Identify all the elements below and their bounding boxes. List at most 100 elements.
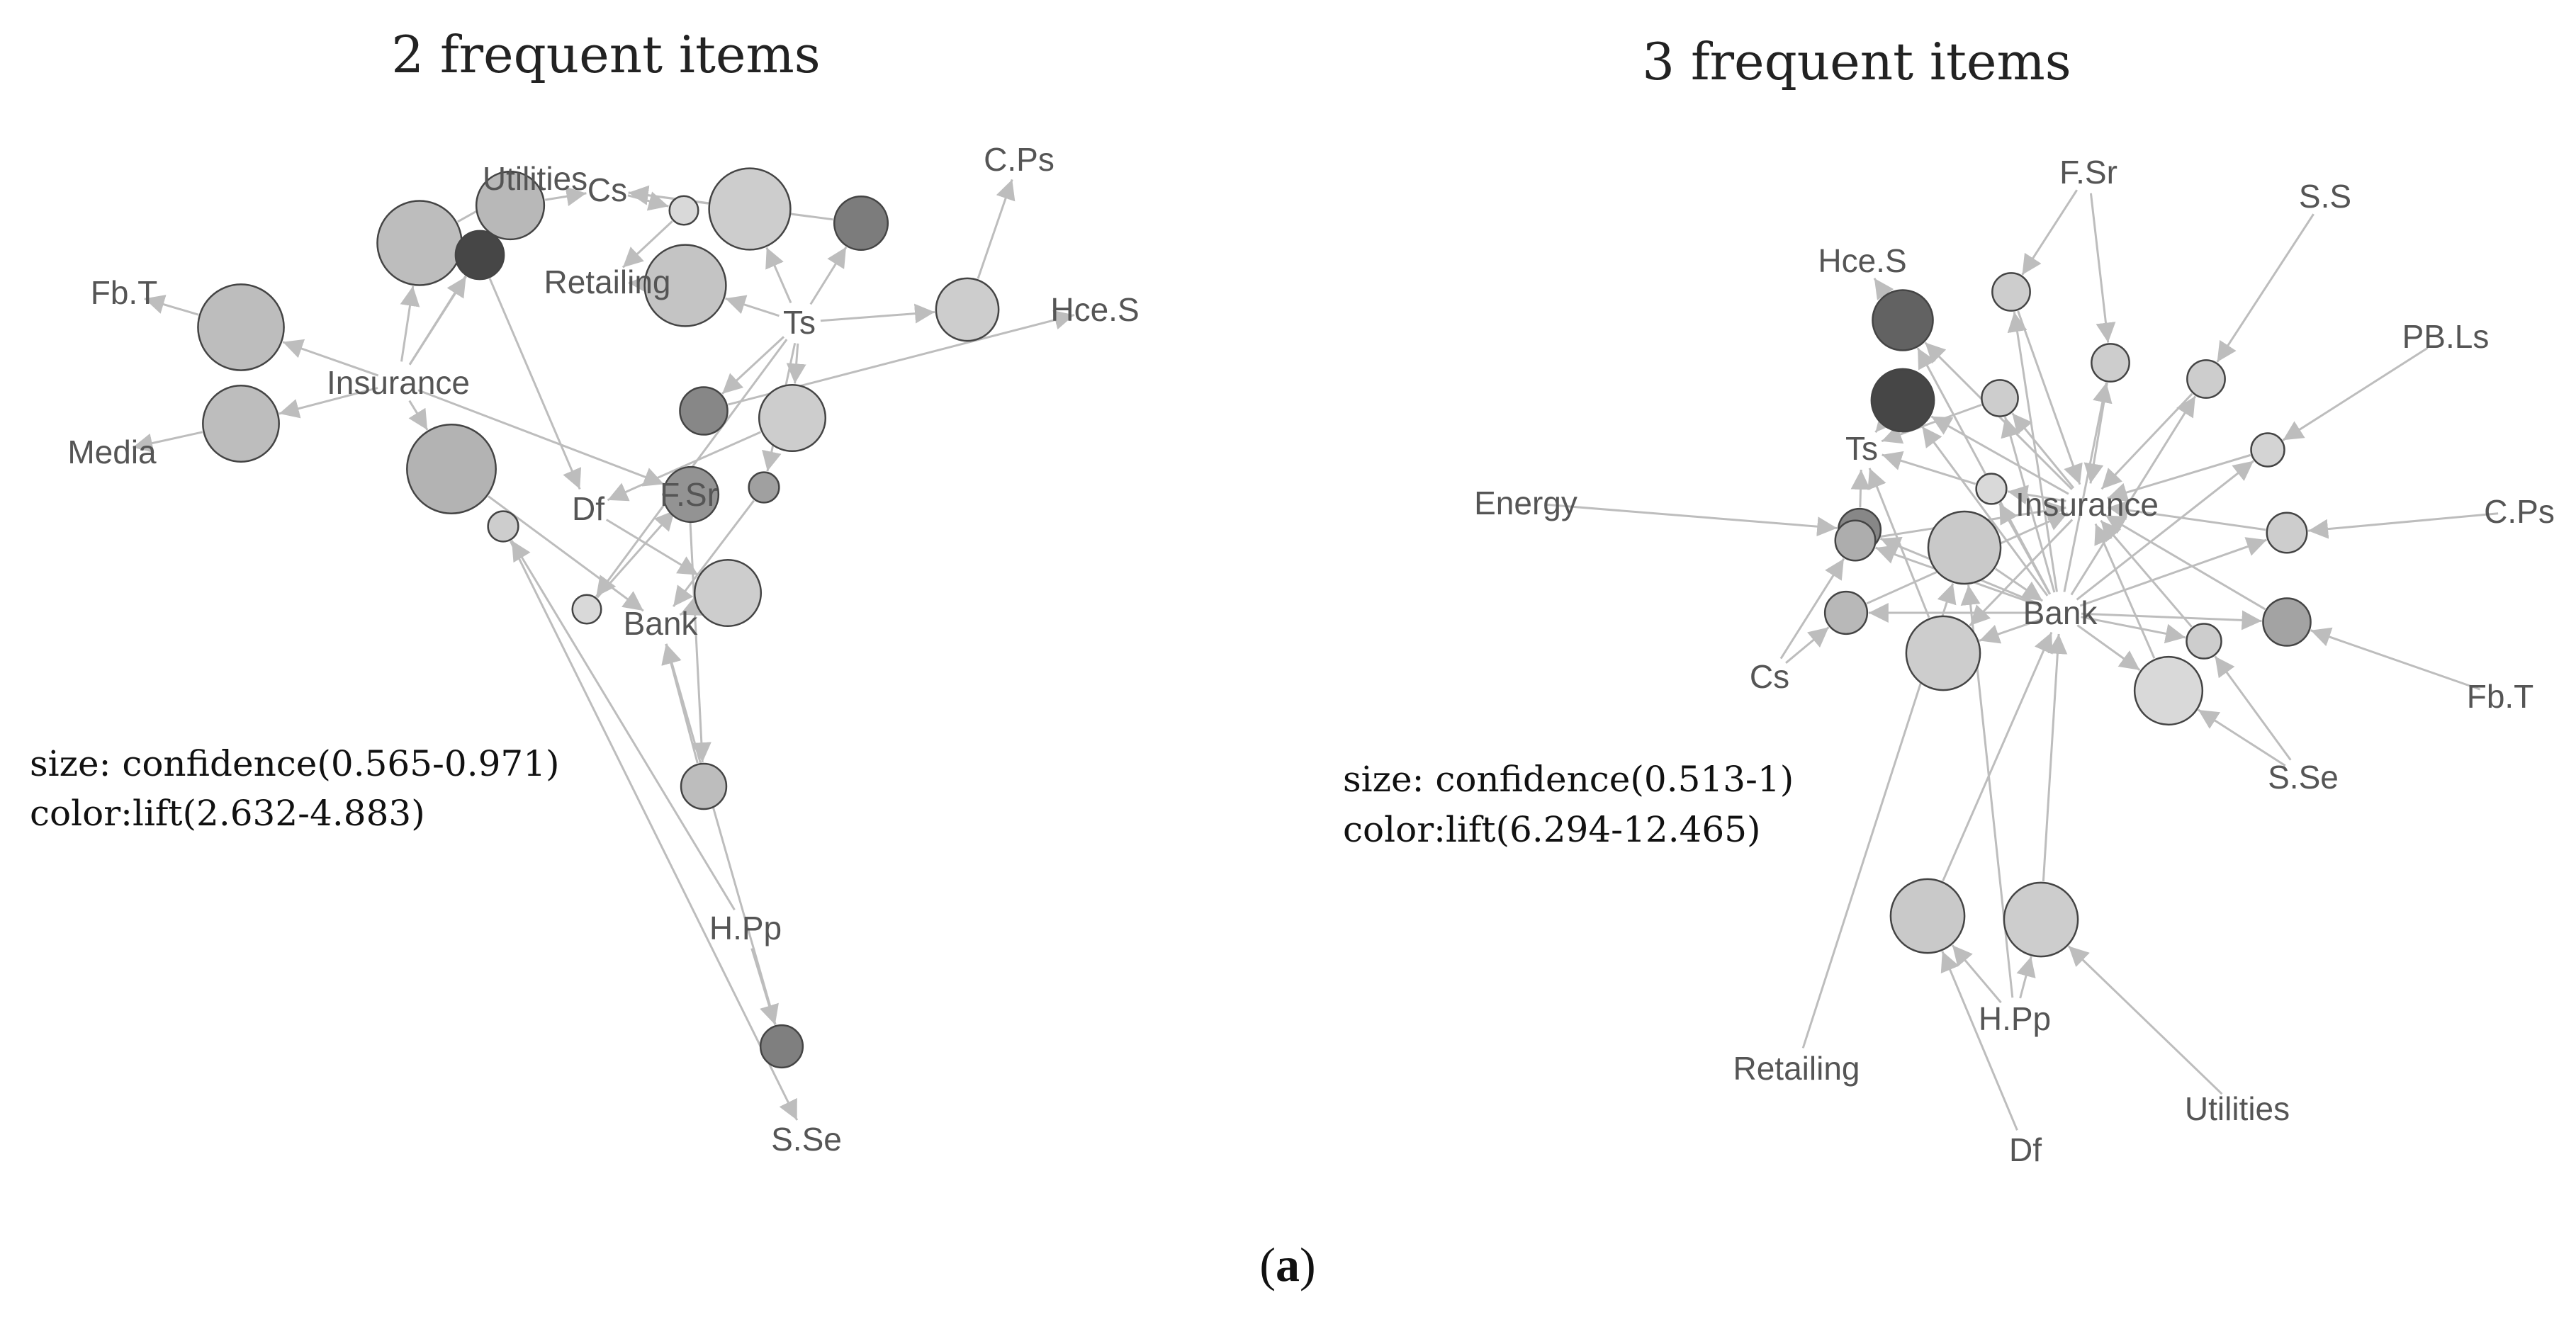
edge-rule-to-Insurance	[2100, 392, 2193, 490]
item-label-HceS: Hce.S	[1050, 291, 1139, 328]
rule-node	[758, 383, 827, 453]
edge-FSr-to-rule	[2021, 189, 2079, 276]
rule-node	[406, 424, 497, 514]
item-label-layer: F.Sr S.S Hce.S PB.Ls Ts Energy Insurance C.Ps Ba…	[1474, 154, 2555, 1168]
item-label-FbT: Fb.T	[91, 274, 158, 311]
rule-node	[1927, 510, 2002, 585]
edge-HPp-to-rule	[510, 540, 736, 911]
rule-node	[935, 277, 1000, 342]
edge-layer	[132, 179, 1075, 1121]
rule-node	[2003, 881, 2079, 958]
item-label-SSe: S.Se	[2268, 759, 2339, 796]
rule-node	[759, 1024, 804, 1069]
edge-FSr-to-rule	[689, 515, 712, 763]
edge-rule-to-Insurance	[2107, 453, 2251, 502]
edge-rule-to-Bank	[2042, 633, 2068, 882]
edge-rule-to-Ts	[1874, 410, 1896, 434]
panel-title: 2 frequent items	[391, 25, 820, 84]
edge-Bank-to-rule	[2070, 395, 2197, 596]
edge-Insurance-to-rule	[400, 286, 420, 362]
edge-CPs-to-rule	[2307, 512, 2499, 539]
edge-rule-to-Retailing	[621, 220, 673, 269]
rule-node	[1981, 379, 2019, 417]
rule-node	[2262, 597, 2312, 647]
edge-rule-to-FbT	[144, 295, 199, 316]
rule-node	[1889, 878, 1966, 954]
rule-node	[1975, 473, 2008, 505]
edge-Insurance-to-rule	[1969, 519, 2074, 627]
item-label-FbT: Fb.T	[2467, 678, 2534, 715]
edge-Bank-to-rule	[2076, 624, 2141, 672]
edge-Ts-to-rule	[765, 247, 792, 304]
edge-Bank-to-rule	[2007, 312, 2058, 592]
item-label-HceS: Hce.S	[1818, 242, 1906, 279]
edge-rule-to-Df	[488, 278, 582, 490]
edge-FbT-to-rule	[2310, 627, 2481, 691]
edge-Ts-to-rule	[725, 295, 780, 317]
edge-rule-to-Df	[607, 431, 762, 502]
rule-node	[2186, 623, 2222, 660]
item-label-Ts: Ts	[783, 304, 816, 341]
edge-rule-to-SSe	[510, 541, 799, 1121]
rule-node	[748, 471, 780, 504]
item-label-Retailing: Retailing	[544, 264, 671, 300]
edge-Insurance-to-rule	[282, 339, 379, 377]
figure-caption: (a)	[1259, 1238, 1315, 1291]
edge-Bank-to-rule	[2079, 537, 2267, 607]
edge-Energy-to-rule	[1546, 503, 1838, 537]
edge-layer	[1546, 189, 2499, 1131]
edge-rule-to-CPs	[977, 179, 1016, 279]
edge-SSe-to-rule	[2214, 655, 2292, 761]
edge-Bank-to-rule	[2081, 616, 2186, 644]
edge-Insurance-to-rule	[2011, 412, 2075, 489]
rule-node	[680, 762, 728, 810]
caption-letter: a	[1276, 1238, 1300, 1291]
edge-Utilities-to-rule	[2067, 945, 2223, 1095]
rule-node	[2266, 511, 2308, 554]
item-label-Insurance: Insurance	[2015, 486, 2159, 523]
rule-node	[376, 200, 463, 286]
edge-Insurance-to-rule	[408, 400, 429, 431]
edge-Df-to-rule	[1940, 951, 2018, 1131]
item-label-Energy: Energy	[1474, 485, 1577, 521]
rule-node	[1872, 289, 1934, 351]
edge-Df-to-rule	[605, 519, 699, 577]
rule-node-layer	[1823, 272, 2312, 958]
caption-close-paren: )	[1300, 1238, 1316, 1291]
item-label-Cs: Cs	[1750, 658, 1789, 695]
rule-node	[1870, 368, 1935, 433]
rule-node	[454, 230, 505, 281]
rule-node	[2133, 655, 2204, 726]
item-label-Cs: Cs	[587, 171, 627, 208]
item-label-Df: Df	[2009, 1131, 2042, 1168]
edge-rule-to-Ts	[1882, 451, 1976, 485]
rule-node	[2186, 359, 2226, 399]
edge-Ts-to-rule	[820, 303, 935, 324]
rule-node	[202, 385, 280, 463]
rule-node	[668, 195, 699, 226]
edge-SSe-to-rule	[2198, 708, 2286, 767]
rule-node	[571, 594, 602, 625]
edge-rule-to-Insurance	[2100, 519, 2193, 628]
rule-node	[2250, 432, 2285, 468]
edge-Bank-to-rule	[2001, 417, 2056, 593]
edge-rule-to-Bank	[1942, 631, 2053, 882]
rule-node	[708, 167, 792, 251]
rule-node	[2091, 343, 2130, 383]
edge-Insurance-to-rule	[417, 389, 665, 487]
edge-HPp-to-rule	[2016, 956, 2036, 999]
edge-PBLs-to-rule	[2282, 346, 2429, 441]
edge-rule-to-Ts	[1850, 469, 1871, 508]
rule-node	[1991, 272, 2031, 312]
item-label-Bank: Bank	[2023, 594, 2098, 631]
edge-Cs-to-rule	[1779, 558, 1845, 660]
rule-node	[1905, 615, 1981, 691]
item-label-Df: Df	[572, 490, 604, 527]
rule-node	[197, 283, 285, 371]
rule-node	[487, 510, 519, 543]
item-label-Utilities: Utilities	[2185, 1090, 2290, 1127]
item-label-HPp: H.Pp	[709, 910, 782, 946]
item-label-SSe: S.Se	[771, 1121, 842, 1158]
edge-rule-to-Insurance	[2105, 514, 2266, 611]
